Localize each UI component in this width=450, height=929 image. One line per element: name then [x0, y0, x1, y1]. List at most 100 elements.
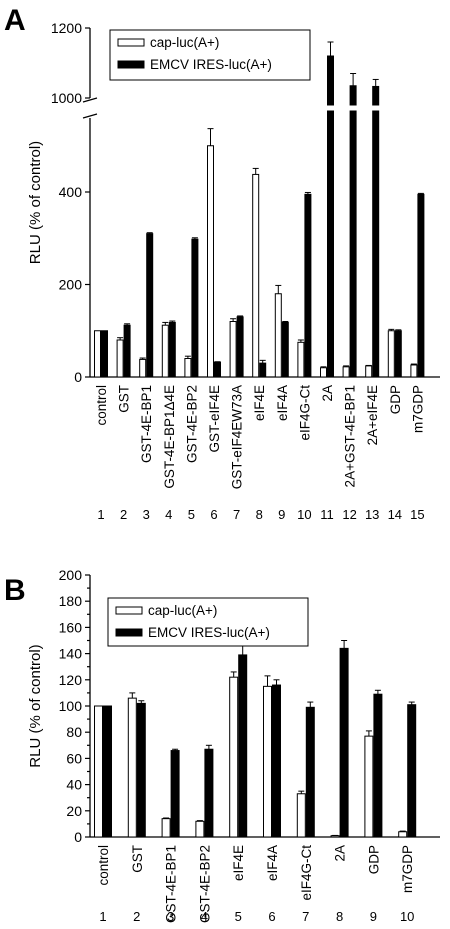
legend-entry-cap-swatch: [117, 38, 145, 47]
legend: cap-luc(A+) EMCV IRES-luc(A+): [107, 597, 309, 647]
lane-number: 8: [336, 909, 343, 924]
category-label: 2A+GST-4E-BP1: [343, 385, 358, 487]
y-tick-label: 160: [59, 619, 83, 635]
lane-number: 9: [278, 507, 285, 522]
lane-number: 11: [320, 507, 334, 522]
category-label: GST-4E-BP1: [139, 385, 154, 463]
y-tick-label: 80: [66, 724, 82, 740]
lane-number: 3: [167, 909, 174, 924]
lane-number: 14: [388, 507, 402, 522]
category-label: GST: [117, 385, 132, 413]
cap-bar: [297, 341, 305, 378]
category-label: eIF4E: [231, 845, 246, 881]
cap-bar: [127, 697, 137, 838]
cap-bar: [252, 173, 260, 378]
lane-number: 7: [302, 909, 309, 924]
cap-bar: [274, 293, 282, 378]
lane-number: 15: [410, 507, 424, 522]
emcv-bar: [168, 321, 176, 378]
bar-break-gap: [370, 105, 381, 111]
legend-entry-emcv-swatch: [117, 60, 145, 69]
legend-entry-cap-swatch: [115, 606, 143, 615]
category-label: m7GDP: [400, 845, 415, 893]
cap-bar: [161, 324, 169, 378]
emcv-bar: [407, 704, 417, 838]
cap-bar: [387, 330, 395, 378]
emcv-bar: [238, 654, 248, 838]
lane-number: 1: [97, 507, 104, 522]
cap-bar: [296, 793, 306, 838]
category-label: control: [96, 845, 111, 886]
category-label: 2A+eIF4E: [365, 385, 380, 445]
y-tick-label: 0: [74, 829, 82, 845]
panel-b: B 0 20 40 60 80 100 120 140 160 180 200 RLU (% of co…: [4, 567, 440, 924]
y-tick-label: 200: [59, 277, 83, 293]
y-tick-label: 100: [59, 698, 83, 714]
cap-bar: [342, 366, 350, 378]
cap-bar: [364, 735, 374, 838]
emcv-bar: [339, 647, 349, 838]
emcv-bar: [327, 55, 334, 378]
legend-entry-cap: cap-luc(A+): [148, 603, 217, 618]
cap-bar: [410, 364, 418, 378]
axis-break-mark: [82, 97, 98, 103]
category-label: GST: [130, 845, 145, 873]
lane-number: 4: [165, 507, 172, 522]
emcv-bar: [373, 693, 383, 838]
axis-break-mark: [82, 113, 98, 119]
y-tick-label: 180: [59, 593, 83, 609]
legend-entry-emcv-swatch: [115, 628, 143, 637]
lane-number: 13: [365, 507, 379, 522]
category-label: control: [94, 385, 109, 426]
lane-number: 6: [268, 909, 275, 924]
cap-bar: [116, 339, 124, 378]
lane-number: 7: [233, 507, 240, 522]
category-label: eIF4G-Ct: [299, 845, 314, 901]
emcv-bar: [305, 706, 315, 838]
lane-number: 6: [210, 507, 217, 522]
emcv-bar: [146, 233, 154, 378]
lane-number: 9: [370, 909, 377, 924]
y-tick-label: 120: [59, 672, 83, 688]
lane-number: 2: [120, 507, 127, 522]
lane-number: 10: [400, 909, 414, 924]
panel-letter: A: [4, 4, 26, 37]
cap-bar: [94, 705, 103, 838]
y-tick-label: 1000: [51, 90, 82, 106]
emcv-bar: [214, 361, 221, 378]
y-tick-label: 140: [59, 646, 83, 662]
cap-bar: [94, 330, 101, 378]
category-label: GST-4E-BP1: [164, 845, 179, 923]
legend-entry-emcv: EMCV IRES-luc(A+): [148, 625, 270, 640]
cap-bar: [398, 831, 408, 838]
cap-bar: [195, 820, 205, 838]
emcv-bar: [103, 705, 112, 838]
lane-number: 1: [99, 909, 106, 924]
legend-entry-emcv: EMCV IRES-luc(A+): [150, 57, 272, 72]
category-label: eIF4A: [275, 385, 290, 421]
cap-bar: [184, 358, 192, 378]
category-label: eIF4A: [265, 845, 280, 881]
lane-number: 10: [297, 507, 311, 522]
emcv-bar: [259, 362, 267, 378]
category-label: GST-4E-BP2: [197, 845, 212, 923]
emcv-bar: [272, 684, 281, 838]
emcv-bar: [372, 85, 380, 378]
panel-a: A 0 200 400 1000 1200 RLU (% of control) contro…: [4, 4, 440, 522]
y-tick-label: 200: [59, 567, 83, 583]
cap-bar: [365, 365, 373, 378]
y-tick-label: 0: [74, 369, 82, 385]
cap-bar: [263, 685, 272, 838]
emcv-bar: [191, 238, 199, 378]
lane-number: 4: [201, 909, 208, 924]
lane-number: 8: [256, 507, 263, 522]
bar-break-gap: [325, 105, 336, 111]
lane-number: 5: [188, 507, 195, 522]
emcv-bar: [281, 321, 289, 378]
category-label: eIF4G-Ct: [297, 385, 312, 441]
emcv-bar: [394, 330, 402, 378]
emcv-bar: [236, 316, 244, 378]
emcv-bar: [349, 85, 357, 378]
emcv-bar: [101, 330, 108, 378]
